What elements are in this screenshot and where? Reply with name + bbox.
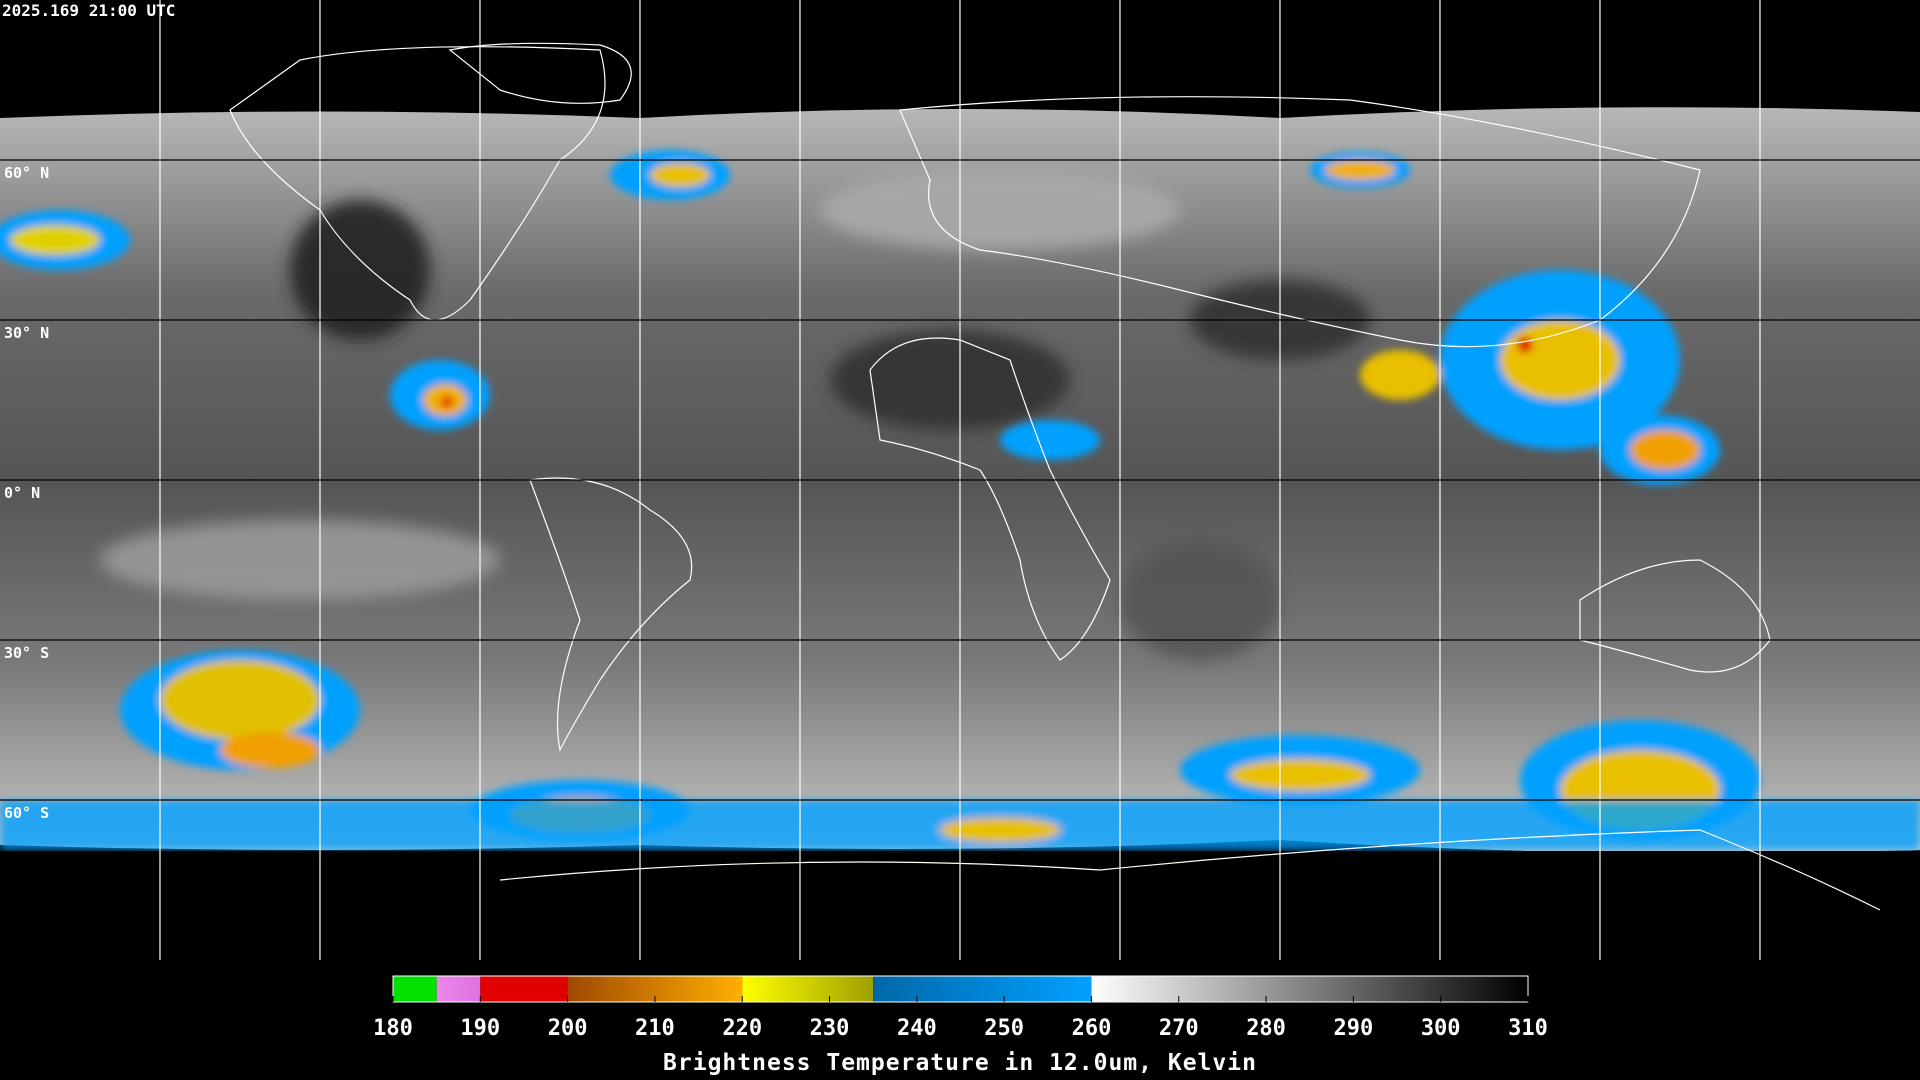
colorbar-tick-label: 280 [1246, 1016, 1286, 1041]
timestamp: 2025.169 21:00 UTC [2, 1, 175, 20]
colorbar-frame [392, 975, 1529, 1003]
latitude-label: 0° N [4, 484, 40, 502]
colorbar-tick-label: 180 [373, 1016, 413, 1041]
colorbar-segment [742, 976, 874, 1002]
latitude-label: 30° S [4, 644, 49, 662]
latitude-label: 60° N [4, 164, 49, 182]
colorbar-segment [393, 976, 437, 1002]
colorbar-tick-label: 310 [1508, 1016, 1548, 1041]
colorbar-tick-label: 290 [1334, 1016, 1374, 1041]
colorbar-segment [436, 976, 481, 1002]
colorbar-tick-label: 210 [635, 1016, 675, 1041]
colorbar-title: Brightness Temperature in 12.0um, Kelvin [663, 1050, 1257, 1076]
graticule: 60° N 30° N 0° N 30° S 60° S [4, 0, 1761, 960]
colorbar-tick-label: 240 [897, 1016, 937, 1041]
colorbar: 180 190 200 210 220 230 240 250 260 270 280 290 300 3… [373, 975, 1548, 1076]
colorbar-segment [873, 976, 1092, 1002]
colorbar-tick-label: 300 [1421, 1016, 1461, 1041]
latitude-label: 60° S [4, 804, 49, 822]
colorbar-tick-label: 250 [984, 1016, 1024, 1041]
colorbar-segment [480, 976, 568, 1002]
colorbar-tick-label: 270 [1159, 1016, 1199, 1041]
colorbar-tick-label: 230 [810, 1016, 850, 1041]
colorbar-tick-label: 260 [1072, 1016, 1112, 1041]
colorbar-tick-label: 220 [722, 1016, 762, 1041]
colorbar-tick-label: 190 [460, 1016, 500, 1041]
colorbar-segment [1091, 976, 1528, 1002]
latitude-label: 30° N [4, 324, 49, 342]
colorbar-tick-label: 200 [548, 1016, 588, 1041]
